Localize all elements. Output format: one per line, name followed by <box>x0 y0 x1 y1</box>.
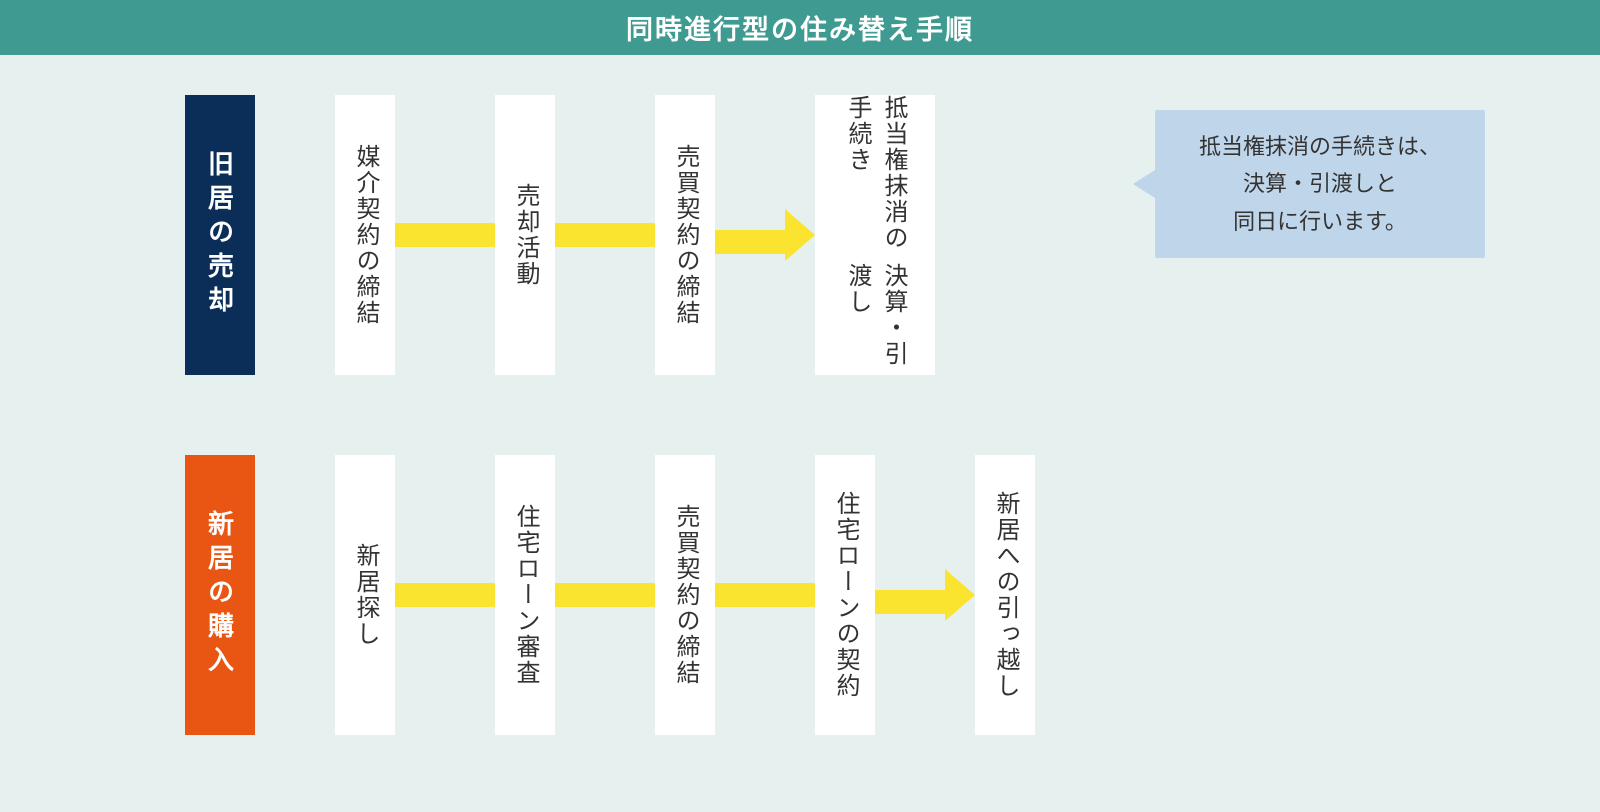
callout-line: 抵当権抹消の手続きは、 <box>1179 128 1461 165</box>
step-text: 売買契約の締結 <box>667 144 703 326</box>
step-text: 決算・引渡し <box>839 263 911 375</box>
step-text: 住宅ローンの契約 <box>827 491 863 699</box>
step-text: 新居探し <box>347 543 383 647</box>
page-title-text: 同時進行型の住み替え手順 <box>626 8 974 47</box>
step-b1: 新居探し <box>335 455 395 735</box>
flow-arrow <box>715 209 815 261</box>
step-b5: 新居への引っ越し <box>975 455 1035 735</box>
step-b2: 住宅ローン審査 <box>495 455 555 735</box>
flow-arrow <box>875 569 975 621</box>
flow-arrow <box>395 223 495 247</box>
callout-line: 決算・引渡しと <box>1179 165 1461 202</box>
step-text: 売却活動 <box>507 183 543 287</box>
flow-arrow <box>555 223 655 247</box>
page-background: 同時進行型の住み替え手順 旧居の売却媒介契約の締結売却活動売買契約の締結抵当権抹… <box>0 0 1600 812</box>
step-b4: 住宅ローンの契約 <box>815 455 875 735</box>
flow-arrow <box>395 583 495 607</box>
callout-line: 同日に行います。 <box>1179 203 1461 240</box>
flow-arrow <box>555 583 655 607</box>
step-s3: 売買契約の締結 <box>655 95 715 375</box>
step-text: 媒介契約の締結 <box>347 144 383 326</box>
step-s2: 売却活動 <box>495 95 555 375</box>
flow-arrow <box>715 583 815 607</box>
row-label-sell: 旧居の売却 <box>185 95 255 375</box>
row-label-buy: 新居の購入 <box>185 455 255 735</box>
step-text: 抵当権抹消の手続き <box>839 95 911 263</box>
page-title: 同時進行型の住み替え手順 <box>0 0 1600 55</box>
step-text: 住宅ローン審査 <box>507 504 543 686</box>
step-s4: 抵当権抹消の手続き決算・引渡し <box>815 95 935 375</box>
callout-note: 抵当権抹消の手続きは、決算・引渡しと同日に行います。 <box>1155 110 1485 258</box>
step-b3: 売買契約の締結 <box>655 455 715 735</box>
step-s1: 媒介契約の締結 <box>335 95 395 375</box>
callout-tail-icon <box>1133 170 1155 198</box>
step-text: 新居への引っ越し <box>987 491 1023 699</box>
step-text: 売買契約の締結 <box>667 504 703 686</box>
flow-area: 旧居の売却媒介契約の締結売却活動売買契約の締結抵当権抹消の手続き決算・引渡し新居… <box>0 55 1600 812</box>
